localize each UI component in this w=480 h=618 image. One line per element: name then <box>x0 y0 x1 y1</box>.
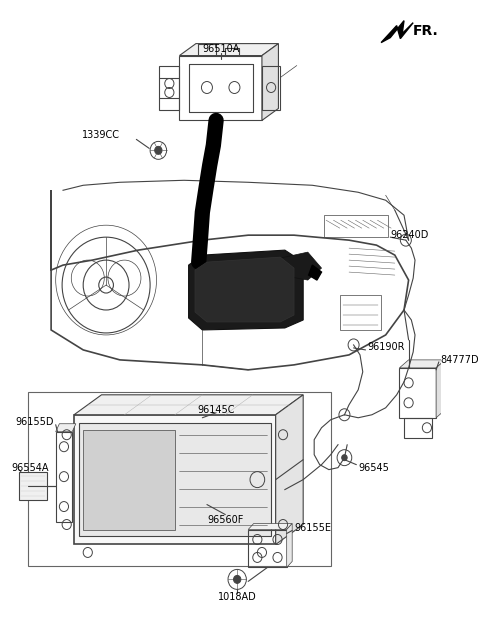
Text: 96510A: 96510A <box>202 44 240 54</box>
Text: 96155D: 96155D <box>15 417 54 427</box>
Polygon shape <box>195 257 294 322</box>
Polygon shape <box>56 424 76 432</box>
Text: FR.: FR. <box>413 23 439 38</box>
Polygon shape <box>276 395 303 544</box>
Bar <box>19 472 47 499</box>
Polygon shape <box>287 523 292 567</box>
Bar <box>248 530 287 567</box>
Text: 84777D: 84777D <box>441 355 480 365</box>
Bar <box>399 368 436 418</box>
Text: 96545: 96545 <box>358 463 389 473</box>
Polygon shape <box>180 44 278 56</box>
Polygon shape <box>280 252 322 280</box>
Polygon shape <box>74 395 303 415</box>
Polygon shape <box>189 250 303 330</box>
Text: 96190R: 96190R <box>367 342 405 352</box>
Circle shape <box>342 455 347 460</box>
Polygon shape <box>309 265 322 280</box>
Text: 1018AD: 1018AD <box>218 592 257 603</box>
Bar <box>56 432 72 522</box>
Bar <box>79 423 271 536</box>
Bar <box>324 215 388 237</box>
Text: 96240D: 96240D <box>390 230 429 240</box>
Text: 96145C: 96145C <box>197 405 235 415</box>
Polygon shape <box>248 523 292 530</box>
Polygon shape <box>436 360 445 418</box>
Text: 96155E: 96155E <box>294 522 331 533</box>
Polygon shape <box>381 20 413 43</box>
Text: 1339CC: 1339CC <box>82 130 120 140</box>
Polygon shape <box>399 360 445 368</box>
Bar <box>28 392 331 567</box>
Bar <box>340 295 381 330</box>
Bar <box>74 415 276 544</box>
Circle shape <box>155 146 162 154</box>
Bar <box>262 66 280 111</box>
Text: 96560F: 96560F <box>207 515 243 525</box>
Bar <box>180 56 262 121</box>
Bar <box>83 430 175 530</box>
Text: 96554A: 96554A <box>12 463 49 473</box>
Bar <box>404 418 432 438</box>
Polygon shape <box>262 44 278 121</box>
Bar <box>159 66 180 111</box>
Circle shape <box>234 575 241 583</box>
